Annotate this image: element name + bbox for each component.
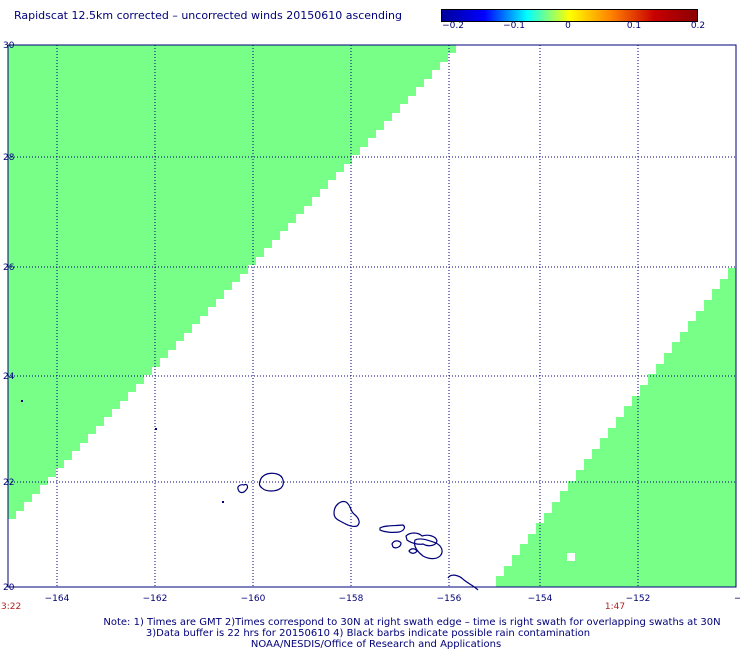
swath-right-area: [496, 268, 736, 587]
colorbar-label-zero: 0: [565, 21, 571, 31]
colorbar-label-min: −0.2: [442, 21, 464, 31]
figure-title: Rapidscat 12.5km corrected – uncorrected…: [14, 9, 403, 22]
color-scale-bar: [441, 9, 698, 22]
swath-left-area: [8, 45, 456, 519]
colorbar-label-neg: −0.1: [503, 21, 525, 31]
swath-time-left: 3:22: [1, 602, 21, 612]
island-big-island-coast: [447, 574, 479, 591]
island-hawaii: [413, 538, 443, 560]
islet-central: [155, 428, 157, 430]
swath-gap: [567, 553, 575, 561]
lat-tick-label: 20: [3, 583, 15, 593]
lon-tick-label: −156: [437, 594, 462, 604]
lon-tick-label: −150: [734, 594, 740, 604]
coastline: [21, 400, 479, 591]
axis-labels: −164 −162 −160 −158 −156 −154 −152 −150 30 28 26 24…: [1, 41, 740, 612]
island-oahu: [333, 500, 360, 528]
note-line-3: NOAA/NESDIS/Office of Research and Appli…: [250, 639, 502, 650]
note-line-2: 3)Data buffer is 22 hrs for 20150610 4) …: [145, 628, 591, 639]
island-maui: [405, 532, 438, 547]
lon-tick-label: −164: [45, 594, 70, 604]
colorbar-label-max: 0.2: [690, 21, 706, 31]
island-kahoolawe: [408, 548, 418, 554]
island-kauai: [258, 472, 284, 492]
islet-kaula: [222, 501, 224, 503]
island-lanai: [391, 540, 402, 549]
island-molokai: [379, 524, 405, 533]
swath-right: [496, 268, 736, 587]
lat-tick-label: 24: [3, 372, 15, 382]
lat-lon-grid: [7, 44, 737, 588]
island-niihau: [237, 483, 249, 494]
islet-west: [21, 400, 23, 402]
colorbar-label-pos: 0.1: [626, 21, 642, 31]
swath-time-right: 1:47: [605, 602, 625, 612]
lon-tick-label: −152: [626, 594, 651, 604]
lat-tick-label: 26: [3, 263, 15, 273]
lat-tick-label: 22: [3, 478, 14, 488]
lon-tick-label: −154: [528, 594, 553, 604]
lon-tick-label: −158: [339, 594, 364, 604]
note-line-1: Note: 1) Times are GMT 2)Times correspon…: [103, 617, 721, 628]
lon-tick-label: −160: [241, 594, 266, 604]
lon-tick-label: −162: [143, 594, 168, 604]
lat-tick-label: 28: [3, 153, 15, 163]
lat-tick-label: 30: [3, 41, 15, 51]
map-frame: [7, 44, 737, 588]
swath-left: [8, 45, 456, 519]
